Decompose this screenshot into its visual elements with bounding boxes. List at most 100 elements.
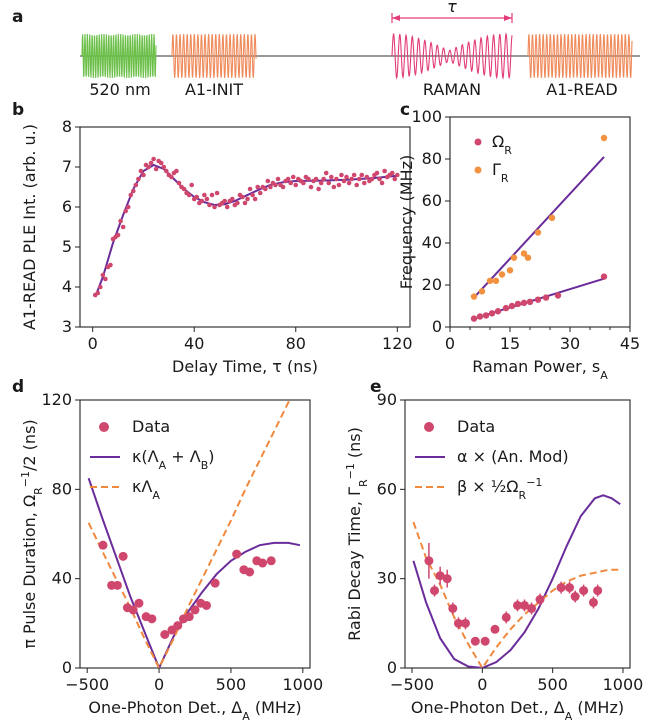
series-line-c-2 [473, 156, 605, 299]
y-tick-label-b: 5 [62, 237, 72, 256]
data-point-d [160, 630, 170, 639]
data-point-b [389, 170, 395, 176]
data-point-b [100, 272, 106, 278]
x-tick-label-c: 30 [560, 334, 580, 353]
data-point-b [136, 176, 141, 182]
data-point-b [169, 174, 174, 180]
data-point-b [341, 178, 347, 184]
pulse-raman [391, 32, 513, 80]
x-tick-label-b: 120 [382, 334, 413, 353]
series-line-b-1 [94, 163, 398, 298]
data-point-b [374, 170, 380, 176]
legend-e: Data α × (An. Mod) β × ½ΩR−1 [415, 417, 569, 502]
data-point-c [508, 302, 516, 310]
data-point-d [258, 558, 268, 568]
data-point-c [506, 267, 514, 274]
axes-frame-e [404, 399, 631, 669]
data-point-b [194, 194, 200, 200]
data-point-e [480, 636, 490, 646]
data-point-d [173, 621, 183, 631]
pulse-label-a1-init: A1-INIT [185, 80, 243, 99]
y-tick-label-b: 4 [62, 277, 72, 296]
data-point-b [108, 262, 113, 268]
data-point-c [534, 229, 542, 236]
data-point-b [242, 200, 248, 206]
data-point-c [498, 271, 506, 278]
data-point-d [112, 580, 122, 590]
legend-marker [474, 138, 482, 146]
data-point-b [359, 172, 365, 178]
legend-label: Data [457, 417, 495, 436]
data-point-b [356, 176, 362, 182]
data-point-b [212, 204, 217, 210]
x-tick-label-e: 1000 [603, 675, 644, 694]
y-axis-label-e: Rabi Decay Time, ΓR−1 (ns) [344, 427, 370, 641]
y-tick-label-b: 6 [62, 197, 72, 216]
x-tick-label-b: 40 [184, 334, 204, 353]
pulse-a1-init [171, 33, 257, 79]
data-point-b [344, 174, 349, 180]
data-point-b [189, 182, 194, 188]
data-point-b [349, 176, 354, 182]
data-point-b [158, 160, 164, 166]
data-point-b [181, 186, 187, 192]
data-point-e [442, 574, 452, 584]
x-axis-label-d: One-Photon Det., ΔA (MHz) [88, 698, 301, 723]
panel-a-pulse-sequence: a τ 520 nm A1-INIT RAMAN A1-READ [12, 0, 640, 99]
series-line-e-1 [412, 494, 621, 668]
y-axis-label-c: Frequency (MHz) [397, 155, 416, 289]
y-tick-label-e: 90 [377, 390, 397, 409]
x-tick-label-d: −500 [65, 675, 109, 694]
data-point-e [490, 624, 500, 634]
legend-label: ΩR [492, 132, 512, 157]
data-point-c [470, 293, 478, 300]
data-point-b [186, 192, 192, 198]
data-point-b [131, 188, 136, 194]
data-point-b [204, 196, 210, 202]
data-point-c [548, 214, 556, 221]
data-point-c [554, 292, 562, 299]
y-tick-label-c: 0 [432, 317, 442, 336]
legend-marker [474, 166, 482, 174]
y-tick-label-e: 60 [377, 479, 397, 498]
data-point-c [494, 308, 502, 315]
data-point-b [354, 182, 359, 188]
legend-label: κ(ΛA + ΛB) [132, 447, 214, 472]
data-point-b [273, 182, 278, 188]
x-tick-label-e: −500 [390, 675, 434, 694]
y-tick-label-b: 8 [62, 117, 72, 136]
data-point-e [579, 586, 589, 596]
y-tick-label-e: 30 [377, 569, 397, 588]
data-point-b [336, 182, 342, 188]
data-point-c [534, 296, 542, 303]
x-tick-label-d: 1000 [282, 675, 323, 694]
pulse-label-raman: RAMAN [423, 80, 481, 99]
plot-area-b [92, 156, 400, 298]
data-point-e [570, 592, 580, 602]
data-point-e [501, 612, 511, 622]
data-point-b [382, 168, 387, 174]
data-point-b [334, 176, 339, 182]
data-point-c [524, 254, 532, 261]
data-point-e [513, 600, 522, 610]
data-point-c [482, 312, 490, 319]
data-point-b [316, 186, 321, 192]
data-point-d [184, 612, 194, 622]
data-point-e [556, 583, 566, 593]
data-point-d [202, 600, 211, 610]
data-point-c [520, 250, 528, 257]
data-point-b [339, 172, 344, 178]
data-point-e [460, 618, 470, 628]
data-point-c [520, 299, 528, 307]
legend-marker [424, 422, 434, 432]
data-point-d [98, 540, 108, 550]
x-axis-label-c: Raman Power, sA [472, 357, 608, 382]
data-point-e [527, 603, 537, 613]
x-axis-label-e: One-Photon Det., ΔA (MHz) [411, 698, 624, 723]
data-point-b [290, 174, 296, 180]
data-point-c [542, 294, 550, 301]
data-point-e [435, 571, 445, 581]
